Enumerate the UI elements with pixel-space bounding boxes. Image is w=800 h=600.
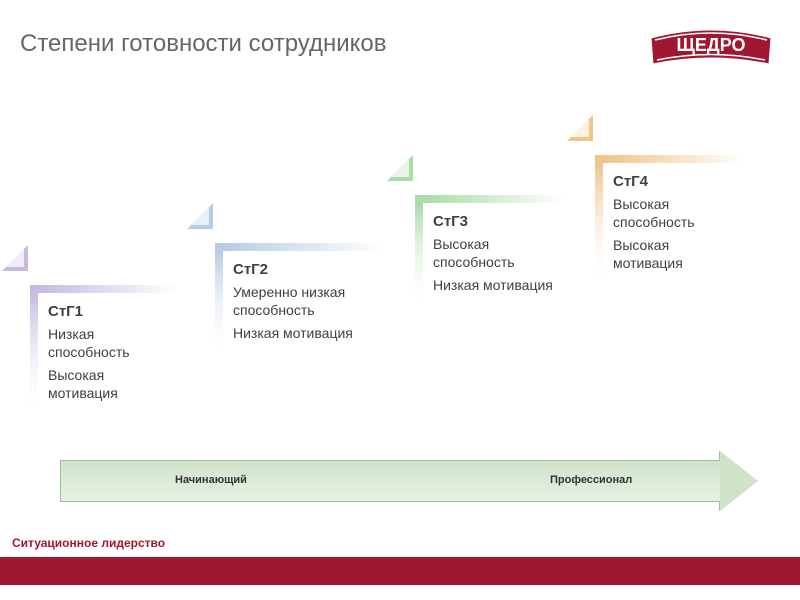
stage-3: СтГ3 Высокая способность Низкая мотивация <box>415 195 565 311</box>
progress-arrow: Начинающий Профессионал <box>60 460 760 502</box>
stage-4: СтГ4 Высокая способность Высокая мотивация <box>595 155 745 288</box>
stages-diagram: СтГ1Низкая способностьВысокая мотивацияС… <box>20 145 780 455</box>
stage-label: СтГ1 <box>48 303 168 320</box>
stage-line: Высокая мотивация <box>613 237 735 272</box>
stair-triangle-icon <box>187 203 213 229</box>
brand-logo: ЩЕДРО <box>647 20 775 70</box>
stage-line: Высокая мотивация <box>48 367 168 402</box>
footer-bar <box>0 557 800 585</box>
page-title: Степени готовности сотрудников <box>20 30 387 58</box>
stage-line: Низкая мотивация <box>233 325 375 343</box>
stair-triangle-icon <box>387 155 413 181</box>
stage-label: СтГ2 <box>233 261 375 278</box>
arrow-label-left: Начинающий <box>175 474 247 486</box>
stair-triangle-icon <box>567 115 593 141</box>
arrow-label-right: Профессионал <box>550 474 632 486</box>
stage-line: Умеренно низкая способность <box>233 284 375 319</box>
stage-line: Низкая мотивация <box>433 277 555 295</box>
stage-box: СтГ4 Высокая способность Высокая мотивация <box>595 155 745 288</box>
stage-2: СтГ2 Умеренно низкая способность Низкая мо… <box>215 243 385 359</box>
stage-1: СтГ1 Низкая способность Высокая мотивация <box>30 285 178 418</box>
footer-caption: Ситуационное лидерство <box>12 536 165 550</box>
logo-text: ЩЕДРО <box>677 35 746 55</box>
stage-line: Высокая способность <box>433 236 555 271</box>
stage-label: СтГ4 <box>613 173 735 190</box>
stage-box: СтГ3 Высокая способность Низкая мотивация <box>415 195 565 311</box>
stage-line: Низкая способность <box>48 326 168 361</box>
stage-line: Высокая способность <box>613 196 735 231</box>
stage-box: СтГ1 Низкая способность Высокая мотивация <box>30 285 178 418</box>
stair-triangle-icon <box>2 245 28 271</box>
stage-box: СтГ2 Умеренно низкая способность Низкая мо… <box>215 243 385 359</box>
stage-label: СтГ3 <box>433 213 555 230</box>
